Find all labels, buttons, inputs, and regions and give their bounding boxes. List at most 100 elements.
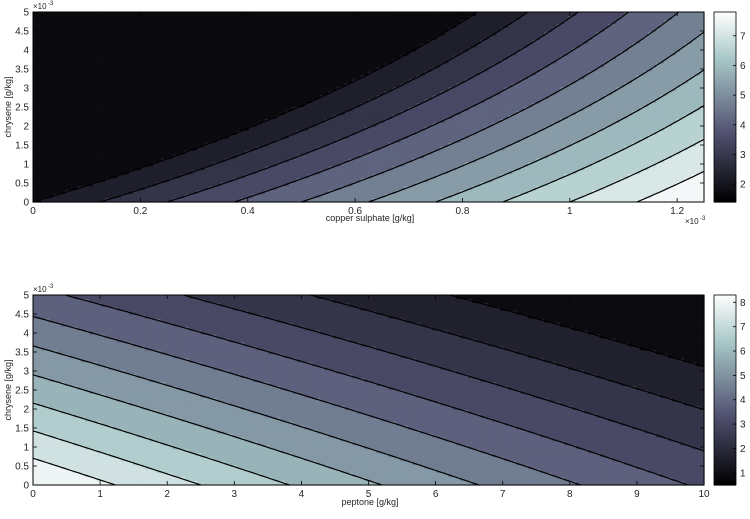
contour-cell <box>400 51 406 57</box>
contour-cell <box>652 31 657 37</box>
contour-cell <box>108 35 114 41</box>
contour-cell <box>568 23 573 29</box>
contour-cell <box>40 118 46 124</box>
contour-cell <box>48 55 54 61</box>
contour-cell <box>108 103 114 108</box>
contour-cell <box>628 83 633 88</box>
contour-cell <box>292 67 298 72</box>
contour-cell <box>656 83 661 88</box>
contour-cell <box>48 71 54 76</box>
contour-cell <box>672 75 677 80</box>
contour-cell <box>68 23 74 29</box>
contour-cell <box>412 67 418 72</box>
contour-cell <box>412 103 418 108</box>
contour-cell <box>128 63 134 69</box>
contour-cell <box>352 51 358 57</box>
contour-cell <box>33 67 38 72</box>
contour-cell <box>228 12 234 17</box>
contour-cell <box>60 110 66 116</box>
contour-cell <box>416 15 422 21</box>
contour-cell <box>372 91 378 96</box>
contour-cell <box>264 87 270 92</box>
contour-cell <box>140 110 146 116</box>
contour-cell <box>552 118 557 124</box>
contour-cell <box>104 107 110 112</box>
contour-cell <box>36 31 42 37</box>
contour-cell <box>444 63 449 69</box>
contour-cell <box>136 51 142 57</box>
contour-cell <box>448 15 453 21</box>
contour-cell <box>424 51 430 57</box>
contour-cell <box>500 51 505 57</box>
contour-cell <box>616 91 621 96</box>
contour-cell <box>472 122 477 128</box>
contour-cell <box>288 19 294 25</box>
contour-cell <box>452 19 457 25</box>
contour-cell <box>564 55 569 61</box>
contour-cell <box>312 23 318 29</box>
contour-cell <box>412 39 418 45</box>
contour-cell <box>512 107 517 112</box>
contour-cell <box>44 47 50 53</box>
contour-cell <box>700 118 705 124</box>
contour-cell <box>556 35 561 41</box>
contour-cell <box>680 79 685 84</box>
contour-cell <box>500 15 505 21</box>
contour-cell <box>660 31 665 37</box>
contour-cell <box>580 59 585 65</box>
contour-cell <box>628 91 633 96</box>
contour-cell <box>456 67 461 72</box>
contour-cell <box>33 95 38 100</box>
contour-cell <box>652 67 657 72</box>
contour-cell <box>404 63 410 69</box>
contour-cell <box>204 87 210 92</box>
contour-cell <box>96 91 102 96</box>
contour-cell <box>536 63 541 69</box>
contour-cell <box>400 118 406 124</box>
contour-cell <box>656 87 661 92</box>
contour-cell <box>512 31 517 37</box>
contour-cell <box>428 87 433 92</box>
contour-cell <box>64 67 70 72</box>
contour-cell <box>668 59 673 65</box>
contour-cell <box>556 87 561 92</box>
contour-cell <box>240 95 246 100</box>
contour-cell <box>256 59 262 65</box>
contour-cell <box>168 43 174 49</box>
contour-cell <box>400 95 406 100</box>
contour-cell <box>436 99 441 104</box>
contour-cell <box>692 67 697 72</box>
contour-cell <box>488 91 493 96</box>
contour-cell <box>60 107 66 112</box>
contour-cell <box>128 43 134 49</box>
contour-cell <box>240 31 246 37</box>
contour-cell <box>260 59 266 65</box>
contour-cell <box>312 95 318 100</box>
contour-cell <box>408 75 414 80</box>
contour-cell <box>368 51 374 57</box>
contour-cell <box>216 114 222 120</box>
contour-cell <box>152 103 158 108</box>
contour-cell <box>160 27 166 33</box>
contour-cell <box>668 99 673 104</box>
contour-cell <box>424 23 430 29</box>
contour-cell <box>104 99 110 104</box>
contour-cell <box>700 12 705 17</box>
contour-cell <box>120 79 126 84</box>
contour-cell <box>688 83 693 88</box>
contour-cell <box>160 107 166 112</box>
contour-cell <box>316 71 322 76</box>
contour-cell <box>452 122 457 128</box>
contour-cell <box>404 99 410 104</box>
contour-cell <box>312 15 318 21</box>
contour-cell <box>464 23 469 29</box>
contour-cell <box>36 107 42 112</box>
contour-cell <box>292 91 298 96</box>
contour-cell <box>64 126 70 132</box>
contour-cell <box>444 23 449 29</box>
contour-cell <box>232 31 238 37</box>
contour-cell <box>696 59 701 65</box>
contour-cell <box>576 55 581 61</box>
contour-cell <box>152 67 158 72</box>
contour-cell <box>176 71 182 76</box>
